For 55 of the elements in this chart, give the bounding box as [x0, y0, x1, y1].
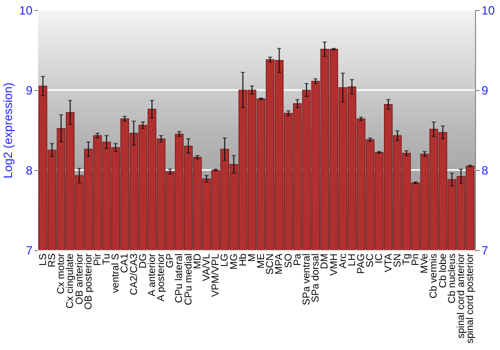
x-tick-label: LG: [220, 253, 231, 267]
x-tick-label: ventral S: [110, 253, 122, 293]
x-tick-label: Cb nucleus: [446, 254, 458, 304]
x-tick-label: ME: [256, 253, 268, 268]
x-tick-label: Pn: [410, 254, 422, 266]
y-tick-label: 9: [26, 84, 33, 98]
x-tick-label: CPu medial: [183, 254, 194, 306]
x-tick-label: SO: [283, 253, 294, 268]
x-tick-label: Pir: [92, 252, 104, 266]
y2-tick-label: 10: [482, 4, 496, 18]
x-tick-label: spinal cord anterior: [456, 252, 468, 339]
x-tick-label: SC: [365, 254, 376, 268]
y-tick-label: 7: [26, 244, 33, 258]
x-tick-label: GP: [165, 253, 176, 268]
x-tick-label: VMH: [328, 254, 340, 276]
x-tick-label: VPM/VPL: [210, 253, 222, 297]
x-tick-label: Cx cingulate: [65, 253, 76, 309]
x-tick-label: A anterior: [146, 252, 158, 296]
x-tick-label: SCN: [265, 254, 276, 275]
x-tick-label: SPa dorsal: [310, 254, 322, 302]
x-tick-label: VTA: [383, 253, 394, 272]
x-tick-label: SN: [392, 254, 404, 268]
x-tick-label: SPa ventral: [301, 254, 312, 306]
x-tick-label: OB posterior: [83, 252, 94, 310]
x-tick-label: MG: [228, 253, 240, 270]
x-tick-label: A posterior: [156, 252, 168, 302]
y-tick-label: 8: [26, 164, 33, 178]
x-tick-label: LH: [346, 254, 358, 266]
x-tick-label: IC: [374, 254, 386, 264]
y2-tick-label: 8: [482, 164, 488, 178]
x-tick-label: Pa: [292, 253, 304, 266]
x-tick-label: spinal cord posterior: [465, 252, 476, 344]
x-tick-label: DG: [138, 253, 149, 268]
y2-tick-label: 9: [482, 84, 488, 98]
x-tick-label: PAG: [356, 253, 368, 274]
x-tick-label: LS: [38, 253, 49, 266]
y2-tick-label: 7: [482, 244, 488, 258]
x-tick-label: MPA: [274, 253, 286, 274]
x-tick-label: OB anterior: [74, 252, 86, 305]
y-axis-title: Log2 (expression): [1, 82, 16, 179]
x-tick-label: CA2/CA3: [128, 253, 140, 296]
x-tick-label: RS: [46, 253, 58, 268]
x-tick-label: Tg: [401, 254, 412, 266]
x-tick-label: DM: [320, 254, 331, 270]
x-tick-label: Cb vermis: [428, 254, 440, 299]
x-tick-label: Tu: [102, 254, 113, 265]
x-tick-label: MVe: [420, 253, 431, 274]
x-tick-label: CPu lateral: [174, 254, 186, 303]
x-tick-label: M: [246, 254, 258, 262]
x-tick-label: Cb lobe: [438, 253, 449, 288]
x-tick-label: CA1: [120, 253, 131, 273]
x-tick-label: MD: [192, 254, 204, 270]
y-tick-label: 10: [19, 4, 33, 18]
x-tick-label: Hb: [238, 253, 249, 266]
x-tick-label: Arc: [338, 254, 349, 268]
